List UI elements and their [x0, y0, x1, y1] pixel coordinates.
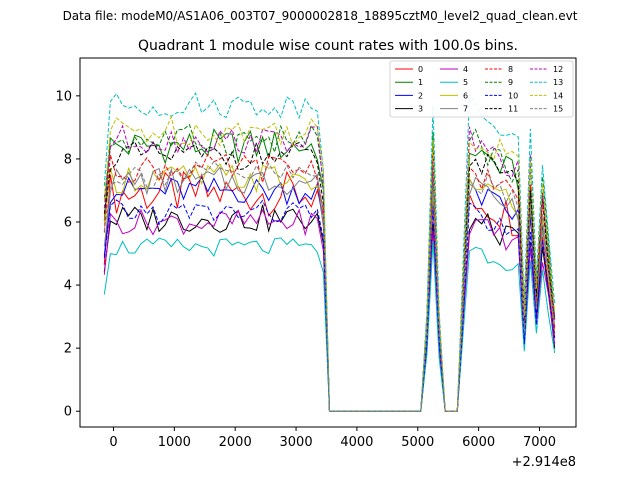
legend-label-9: 9 — [508, 78, 513, 87]
legend-label-14: 14 — [553, 91, 563, 100]
x-tick-label: 7000 — [523, 435, 556, 450]
x-tick-label: 6000 — [462, 435, 495, 450]
series-line-10 — [103, 199, 556, 412]
x-axis: 0 1000 2000 3000 4000 5000 6000 7000 — [109, 427, 556, 450]
series-line-7 — [103, 166, 556, 412]
legend-label-7: 7 — [463, 105, 468, 114]
suptitle: Data file: modeM0/AS1A06_003T07_90000028… — [63, 9, 578, 23]
series-line-6 — [103, 163, 556, 412]
series-lines — [103, 92, 556, 412]
y-tick-label: 2 — [64, 342, 72, 357]
y-tick-label: 10 — [55, 89, 72, 104]
y-tick-label: 0 — [64, 405, 72, 420]
legend-label-11: 11 — [508, 105, 518, 114]
legend-label-5: 5 — [463, 78, 468, 87]
legend-label-8: 8 — [508, 65, 513, 74]
series-line-5 — [103, 237, 556, 412]
legend-label-4: 4 — [463, 65, 468, 74]
x-tick-label: 3000 — [280, 435, 313, 450]
y-tick-label: 6 — [64, 216, 72, 231]
legend-frame — [389, 60, 574, 118]
series-line-2 — [103, 176, 556, 412]
chart-title: Quadrant 1 module wise count rates with … — [138, 38, 518, 54]
x-offset-label: +2.914e8 — [512, 455, 576, 470]
y-axis: 0 2 4 6 8 10 — [55, 89, 80, 420]
plot-frame — [79, 57, 577, 428]
x-tick-label: 4000 — [340, 435, 373, 450]
series-line-14 — [103, 115, 556, 412]
series-line-4 — [103, 208, 556, 412]
x-tick-label: 5000 — [401, 435, 434, 450]
legend-label-0: 0 — [418, 65, 423, 74]
series-line-9 — [103, 123, 556, 412]
legend-label-15: 15 — [553, 105, 563, 114]
series-line-0 — [103, 170, 556, 412]
legend-label-3: 3 — [418, 105, 423, 114]
y-tick-label: 4 — [64, 279, 72, 294]
legend-label-6: 6 — [463, 91, 468, 100]
series-line-15 — [103, 160, 556, 412]
legend-label-13: 13 — [553, 78, 563, 87]
legend-label-2: 2 — [418, 91, 423, 100]
series-line-11 — [103, 140, 556, 412]
x-tick-label: 1000 — [158, 435, 191, 450]
x-tick-label: 0 — [109, 435, 117, 450]
y-tick-label: 8 — [64, 152, 72, 167]
legend-label-1: 1 — [418, 78, 423, 87]
legend-label-10: 10 — [508, 91, 518, 100]
series-line-13 — [103, 92, 556, 412]
x-tick-label: 2000 — [219, 435, 252, 450]
legend-label-12: 12 — [553, 65, 563, 74]
